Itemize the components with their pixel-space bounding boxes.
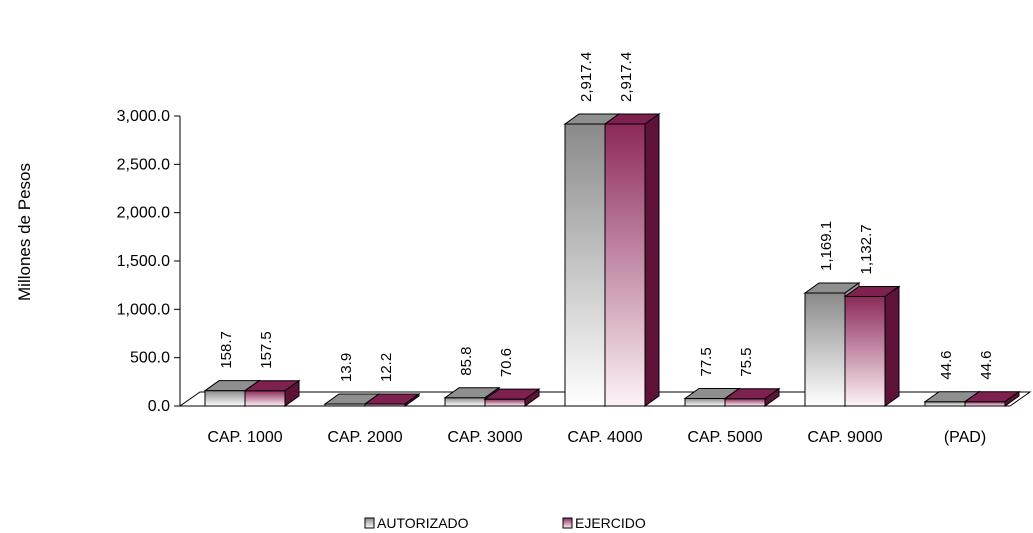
legend-swatch-ejercido (562, 517, 573, 529)
category-label: (PAD) (944, 429, 986, 446)
bar-front (604, 123, 646, 407)
bar-front (724, 398, 766, 407)
bar-front (484, 398, 526, 407)
value-label: 75.5 (738, 347, 755, 376)
bar-front (924, 401, 966, 407)
bar-front (964, 401, 1006, 407)
value-label: 77.5 (698, 347, 715, 376)
bar (483, 388, 541, 407)
y-ticks: 0.0 500.0 1,000.0 1,500.0 2,000.0 2,500.0 3,00… (117, 108, 180, 415)
category-label: CAP. 3000 (447, 429, 522, 446)
y-axis-label: Millones de Pesos (15, 163, 34, 301)
value-label: 2,917.4 (618, 52, 635, 102)
bar-front (684, 398, 726, 407)
bar-front (844, 296, 886, 407)
legend-label-ejercido: EJERCIDO (575, 515, 646, 531)
category-label: CAP. 5000 (687, 429, 762, 446)
bar (843, 285, 901, 407)
y-tick-label: 1,000.0 (117, 301, 170, 318)
bar-front (804, 292, 846, 407)
bar-side (1004, 390, 1020, 407)
value-label: 1,169.1 (818, 221, 835, 271)
bar-side (404, 393, 420, 407)
value-label: 157.5 (258, 331, 275, 369)
y-tick-label: 3,000.0 (117, 108, 170, 125)
value-label: 85.8 (458, 347, 475, 376)
bar-front (244, 390, 286, 407)
bar-side (524, 388, 540, 407)
value-label: 2,917.4 (578, 52, 595, 102)
value-label: 12.2 (378, 353, 395, 382)
value-labels: 158.7 157.5 13.9 12.2 85.8 70.6 2,917.4 2,917.4… (218, 52, 995, 382)
bar (243, 379, 301, 407)
bar (363, 393, 421, 407)
value-label: 13.9 (338, 353, 355, 382)
bar (963, 390, 1021, 407)
bar (603, 113, 661, 407)
category-label: CAP. 1000 (207, 429, 282, 446)
bar-side (644, 113, 660, 407)
category-label: CAP. 2000 (327, 429, 402, 446)
legend: AUTORIZADO EJERCIDO (364, 515, 646, 531)
bar-side (884, 285, 900, 407)
value-label: 70.6 (498, 348, 515, 377)
bar-side (764, 387, 780, 407)
y-tick-label: 2,000.0 (117, 205, 170, 222)
bar-front (204, 390, 246, 407)
bar-front (444, 397, 486, 407)
bar-front (564, 123, 606, 407)
y-tick-label: 0.0 (148, 398, 170, 415)
category-label: CAP. 9000 (807, 429, 882, 446)
value-label: 158.7 (218, 331, 235, 369)
category-labels: CAP. 1000 CAP. 2000 CAP. 3000 CAP. 4000 CAP.… (207, 429, 986, 446)
category-label: CAP. 4000 (567, 429, 642, 446)
legend-label-autorizado: AUTORIZADO (377, 515, 469, 531)
y-tick-label: 500.0 (130, 350, 170, 367)
y-tick-label: 1,500.0 (117, 253, 170, 270)
bars (203, 113, 1021, 407)
value-label: 1,132.7 (858, 224, 875, 274)
bar-side (284, 379, 300, 407)
value-label: 44.6 (938, 350, 955, 379)
value-label: 44.6 (978, 350, 995, 379)
legend-swatch-autorizado (364, 517, 375, 529)
bar (723, 387, 781, 407)
y-tick-label: 2,500.0 (117, 156, 170, 173)
